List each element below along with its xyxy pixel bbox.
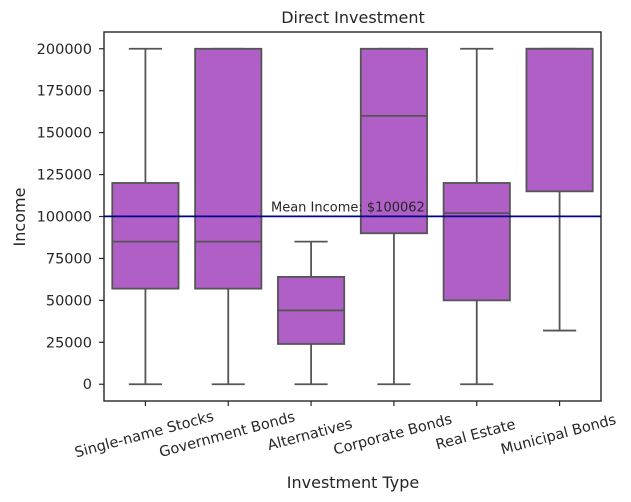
chart-title: Direct Investment <box>281 8 425 27</box>
box-municipal-bonds <box>525 47 594 193</box>
y-tick-label: 0 <box>83 377 92 393</box>
y-axis-title: Income <box>10 188 29 247</box>
x-tick-label: Municipal Bonds <box>499 412 618 458</box>
mean-income-annotation: Mean Income: $100062 <box>271 200 425 215</box>
box-single-name-stocks <box>111 182 180 290</box>
y-tick-label: 200000 <box>37 42 92 58</box>
x-axis-title: Investment Type <box>287 473 419 492</box>
y-tick-label: 175000 <box>37 84 92 100</box>
box-government-bonds <box>194 47 263 290</box>
y-tick-label: 150000 <box>37 126 92 142</box>
y-tick-label: 100000 <box>37 210 92 226</box>
box-real-estate <box>442 182 511 302</box>
y-tick-label: 125000 <box>37 168 92 184</box>
box-corporate-bonds <box>359 47 428 235</box>
y-tick-label: 50000 <box>46 293 92 309</box>
plot-area: 0 25000 50000 75000 100000 125000 150000 175000… <box>37 31 618 461</box>
y-tick-label: 25000 <box>46 335 92 351</box>
y-tick-label: 75000 <box>46 251 92 267</box>
